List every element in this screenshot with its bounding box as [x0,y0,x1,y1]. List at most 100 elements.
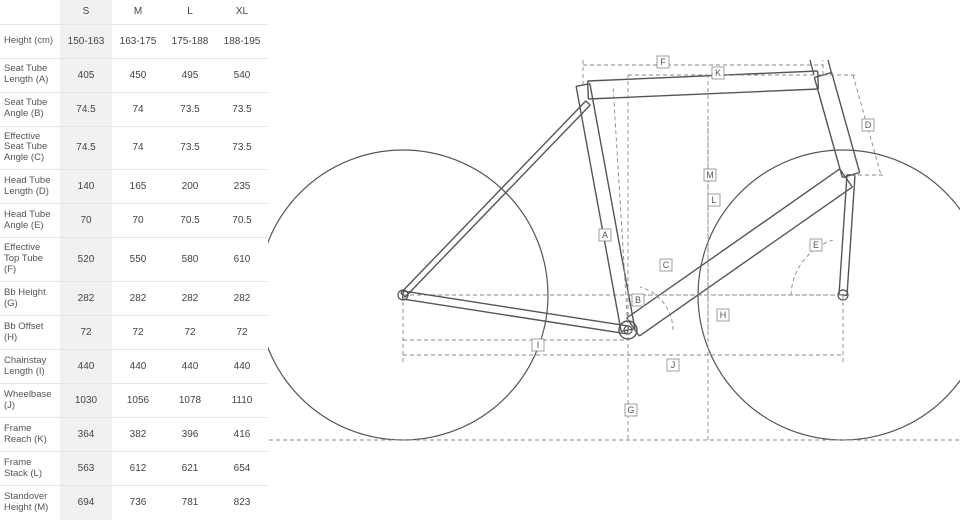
cell: 550 [112,238,164,282]
cell: 72 [164,316,216,350]
cell: 495 [164,58,216,92]
cell: 520 [60,238,112,282]
row-label: Head Tube Length (D) [0,170,60,204]
row-label: Seat Tube Length (A) [0,58,60,92]
cell: 823 [216,486,268,520]
cell: 621 [164,452,216,486]
cell: 175-188 [164,24,216,58]
cell: 74 [112,92,164,126]
cell: 73.5 [216,126,268,170]
cell: 150-163 [60,24,112,58]
cell: 72 [216,316,268,350]
cell: 440 [112,350,164,384]
row-label: Height (cm) [0,24,60,58]
cell: 416 [216,418,268,452]
header-size[interactable]: XL [216,0,268,24]
row-label: Head Tube Angle (E) [0,204,60,238]
table-row: Standover Height (M)694736781823 [0,486,268,520]
cell: 612 [112,452,164,486]
table-row: Bb Height (G)282282282282 [0,282,268,316]
table-row: Chainstay Length (I)440440440440 [0,350,268,384]
cell: 73.5 [164,92,216,126]
row-label: Seat Tube Angle (B) [0,92,60,126]
svg-text:L: L [711,195,716,205]
svg-text:A: A [602,230,608,240]
cell: 73.5 [164,126,216,170]
svg-text:D: D [865,120,872,130]
svg-text:I: I [537,340,540,350]
svg-text:C: C [663,260,670,270]
cell: 282 [164,282,216,316]
cell: 580 [164,238,216,282]
cell: 70.5 [216,204,268,238]
row-label: Bb Offset (H) [0,316,60,350]
header-size[interactable]: M [112,0,164,24]
row-label: Standover Height (M) [0,486,60,520]
svg-text:E: E [813,240,819,250]
cell: 235 [216,170,268,204]
table-row: Effective Top Tube (F)520550580610 [0,238,268,282]
cell: 364 [60,418,112,452]
svg-text:H: H [720,310,727,320]
cell: 694 [60,486,112,520]
cell: 396 [164,418,216,452]
cell: 781 [164,486,216,520]
cell: 405 [60,58,112,92]
svg-text:F: F [660,57,666,67]
cell: 72 [112,316,164,350]
row-label: Effective Top Tube (F) [0,238,60,282]
cell: 74.5 [60,126,112,170]
row-label: Chainstay Length (I) [0,350,60,384]
cell: 70 [60,204,112,238]
cell: 440 [216,350,268,384]
cell: 200 [164,170,216,204]
cell: 70.5 [164,204,216,238]
row-label: Frame Stack (L) [0,452,60,486]
cell: 188-195 [216,24,268,58]
table-row: Bb Offset (H)72727272 [0,316,268,350]
svg-text:G: G [627,405,634,415]
svg-text:J: J [671,360,676,370]
cell: 72 [60,316,112,350]
table-row: Height (cm)150-163163-175175-188188-195 [0,24,268,58]
table-row: Frame Reach (K)364382396416 [0,418,268,452]
cell: 1110 [216,384,268,418]
row-label: Frame Reach (K) [0,418,60,452]
geometry-diagram: A B C D E F G H I J K L M [268,0,960,501]
row-label: Bb Height (G) [0,282,60,316]
cell: 165 [112,170,164,204]
cell: 282 [216,282,268,316]
table-row: Seat Tube Length (A)405450495540 [0,58,268,92]
cell: 440 [60,350,112,384]
cell: 282 [60,282,112,316]
table-row: Head Tube Length (D)140165200235 [0,170,268,204]
table-header-row: S M L XL [0,0,268,24]
cell: 282 [112,282,164,316]
cell: 1078 [164,384,216,418]
row-label: Wheelbase (J) [0,384,60,418]
table-row: Wheelbase (J)1030105610781110 [0,384,268,418]
svg-text:B: B [635,295,641,305]
cell: 610 [216,238,268,282]
cell: 74.5 [60,92,112,126]
table-row: Head Tube Angle (E)707070.570.5 [0,204,268,238]
cell: 654 [216,452,268,486]
geometry-table: S M L XL Height (cm)150-163163-175175-18… [0,0,268,520]
row-label: Effective Seat Tube Angle (C) [0,126,60,170]
cell: 450 [112,58,164,92]
cell: 1030 [60,384,112,418]
cell: 74 [112,126,164,170]
table-row: Frame Stack (L)563612621654 [0,452,268,486]
cell: 140 [60,170,112,204]
header-blank [0,0,60,24]
cell: 736 [112,486,164,520]
cell: 73.5 [216,92,268,126]
cell: 382 [112,418,164,452]
table-row: Effective Seat Tube Angle (C)74.57473.57… [0,126,268,170]
cell: 70 [112,204,164,238]
svg-text:M: M [706,170,714,180]
header-size[interactable]: S [60,0,112,24]
header-size[interactable]: L [164,0,216,24]
cell: 440 [164,350,216,384]
svg-text:K: K [715,68,721,78]
